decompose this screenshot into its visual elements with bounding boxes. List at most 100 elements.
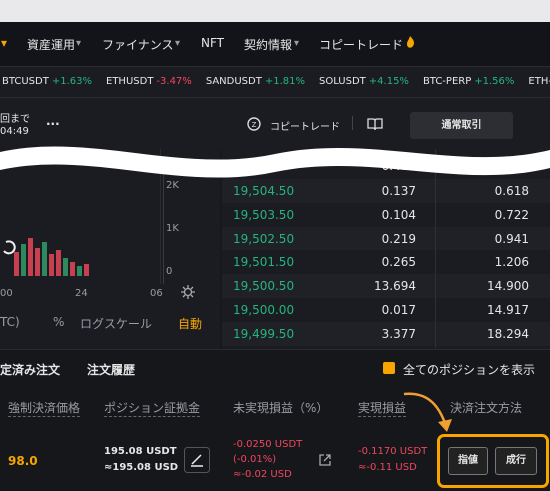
tab[interactable]: 注文履歴 <box>87 363 136 377</box>
more[interactable]: ... <box>46 114 60 128</box>
nav-caret[interactable]: ▾ <box>1 36 8 50</box>
orderbook-row: 19,504.50 0.137 0.618 <box>222 179 550 203</box>
margin-usd: ≈195.08 USD <box>104 462 179 473</box>
ticker-change: +1.56% <box>474 76 515 87</box>
limit-close-button[interactable]: 指値 <box>448 447 488 475</box>
show-all-label[interactable]: 全てのポジションを表示 <box>403 363 536 377</box>
axis-line <box>163 169 164 284</box>
x-tick-label: 00 <box>0 288 13 299</box>
price: 19,500.50 <box>233 279 295 294</box>
share-icon[interactable] <box>318 453 332 467</box>
price: 19,500.00 <box>233 303 295 317</box>
countdown-label: 回まで <box>0 114 30 125</box>
nav-item[interactable]: 資産運用 <box>27 38 76 52</box>
ticker-symbol: BTCUSDT <box>2 76 49 87</box>
price: 19,499.50 <box>233 326 295 341</box>
orderbook-row: 19,502.50 0.219 0.941 <box>222 226 550 251</box>
flame-icon <box>407 36 414 48</box>
column-header: 実現損益 <box>358 401 407 417</box>
ticker-symbol: SOLUSDT <box>319 76 366 87</box>
unrealized-pct: (-0.01%) <box>233 454 277 465</box>
column-header: 未実現損益（%） <box>233 401 329 415</box>
ticker-bar: BTCUSDT +1.63% ETHUSDT -3.47% SANDUSDT +1.81%… <box>0 66 550 97</box>
ticker-symbol: ETH-PERP <box>528 76 550 87</box>
nav-item[interactable]: コピートレード <box>319 38 404 52</box>
nav-item[interactable]: ファイナンス <box>102 38 174 52</box>
ticker-change: +4.15% <box>368 76 409 87</box>
total: 0.722 <box>494 207 529 222</box>
amount: 0.137 <box>381 184 416 198</box>
chart-option[interactable]: TC) <box>0 315 20 329</box>
divider <box>435 149 436 348</box>
orderbook-row: 19,501.50 0.265 1.206 <box>222 250 550 275</box>
total: 14.917 <box>487 303 529 317</box>
chart-option[interactable]: 自動 <box>178 317 203 331</box>
y-tick-label: 0 <box>166 266 173 277</box>
caret: ▾ <box>76 38 82 49</box>
book-icon[interactable] <box>367 117 383 131</box>
amount: 0.219 <box>381 231 416 246</box>
chart-option[interactable]: % <box>53 315 65 329</box>
ticker-change: +1.63% <box>51 76 92 87</box>
margin: 195.08 USDT <box>104 446 177 457</box>
nav-bar: ▾ 資産運用 ▾ ファイナンス ▾ NFT 契約情報 ▾ コピートレード <box>0 22 550 66</box>
top-bar <box>0 0 550 22</box>
column-header: 強制決済価格 <box>8 401 81 417</box>
x-tick-label: 24 <box>75 288 88 299</box>
realized: -0.1170 USDT <box>358 446 428 457</box>
ticker-symbol: BTC-PERP <box>422 76 472 87</box>
ticker-symbol: ETHUSDT <box>106 76 154 87</box>
grid <box>160 149 161 284</box>
total: 0.618 <box>494 184 529 198</box>
checkbox[interactable] <box>383 362 395 374</box>
toolbar: 回まで 04:49 ... Z コピートレード 通常取引 <box>0 97 550 150</box>
nav-item[interactable]: NFT <box>201 36 224 50</box>
wave-break <box>0 146 550 178</box>
price: 19,501.50 <box>233 255 295 270</box>
separator <box>352 116 353 130</box>
column-header: ポジション証拠金 <box>104 401 201 417</box>
caret: ▾ <box>175 38 181 49</box>
market-close-button[interactable]: 成行 <box>495 447 537 475</box>
liq-price: 98.0 <box>8 454 38 468</box>
price: 19,504.50 <box>233 184 295 198</box>
settings-icon[interactable] <box>181 285 195 299</box>
price: 19,503.50 <box>233 207 295 222</box>
orderbook: 0.48119,504.500.1370.61819,503.500.1040.… <box>222 149 550 349</box>
amount: 3.377 <box>381 326 416 341</box>
tab[interactable]: 定済み注文 <box>0 363 61 377</box>
orderbook-row: 19,503.50 0.104 0.722 <box>222 202 550 227</box>
column-header: 決済注文方法 <box>450 401 523 415</box>
total: 18.294 <box>487 326 529 341</box>
unrealized: -0.0250 USDT <box>233 439 303 450</box>
x-tick-label: 06 <box>150 288 163 299</box>
positions-panel: 定済み注文 注文履歴 全てのポジションを表示 強制決済価格 ポジション証拠金 未… <box>0 349 550 491</box>
y-tick-label: 2K <box>166 180 179 191</box>
amount: 0.104 <box>381 207 416 222</box>
chart-panel: 2K 1K 0 00 24 06 TC) % ログスケール 自動 <box>0 149 220 349</box>
orderbook-row: 19,500.00 0.017 14.917 <box>222 298 550 322</box>
ticker-symbol: SANDUSDT <box>205 76 262 87</box>
realized-usd: ≈-0.11 USD <box>358 462 417 473</box>
total: 1.206 <box>494 255 529 270</box>
svg-text:Z: Z <box>252 121 257 129</box>
y-tick-label: 1K <box>166 223 179 234</box>
highlight-box <box>437 434 549 488</box>
amount: 0.265 <box>381 255 416 270</box>
orderbook-row: 19,499.50 3.377 18.294 <box>222 321 550 346</box>
ticker-change: -3.47% <box>156 76 192 87</box>
mode-button[interactable]: 通常取引 <box>410 112 513 139</box>
nav-item[interactable]: 契約情報 <box>244 38 293 52</box>
copy-trade[interactable]: コピートレード <box>270 122 340 133</box>
amount: 13.694 <box>374 279 416 294</box>
price: 19,502.50 <box>233 231 295 246</box>
countdown: 04:49 <box>0 126 29 137</box>
edit-button[interactable] <box>184 447 210 473</box>
copy-icon: Z <box>247 117 261 131</box>
chart-option[interactable]: ログスケール <box>80 317 153 331</box>
unrealized-usd: ≈-0.02 USD <box>233 469 292 480</box>
arrow <box>403 392 452 432</box>
amount: 0.017 <box>381 303 416 317</box>
caret: ▾ <box>294 38 300 49</box>
